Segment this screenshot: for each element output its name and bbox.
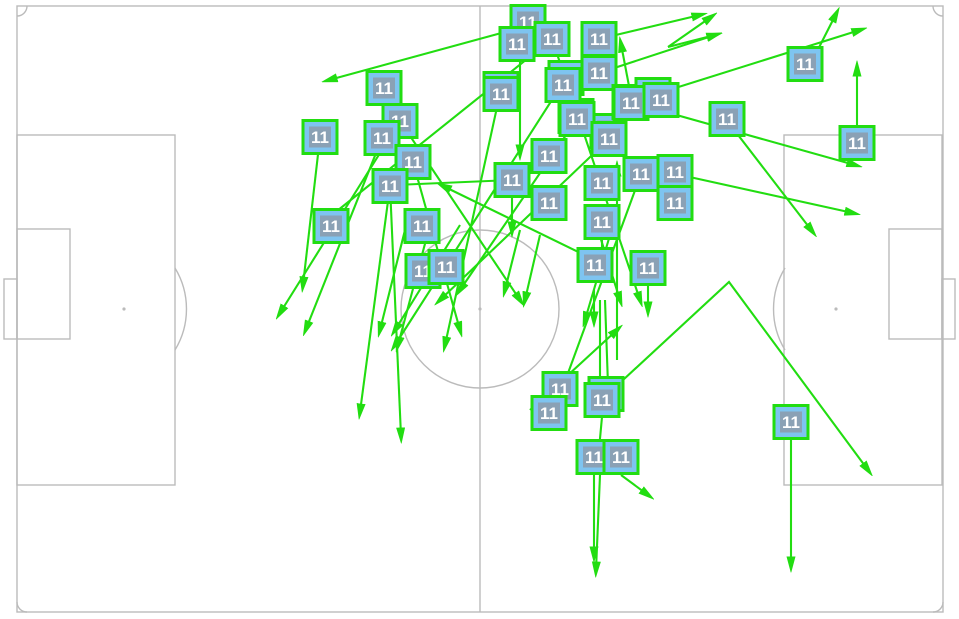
svg-text:11: 11 [373,129,391,148]
svg-text:11: 11 [585,448,603,467]
svg-text:11: 11 [632,165,650,184]
svg-text:11: 11 [652,91,670,110]
svg-text:11: 11 [322,217,340,236]
svg-text:11: 11 [593,391,611,410]
svg-text:11: 11 [718,110,736,129]
svg-text:11: 11 [492,85,510,104]
svg-text:11: 11 [311,128,329,147]
svg-text:11: 11 [590,64,608,83]
svg-text:11: 11 [622,94,640,113]
svg-text:11: 11 [586,256,604,275]
svg-text:11: 11 [590,30,608,49]
svg-text:11: 11 [666,163,684,182]
svg-text:11: 11 [782,413,800,432]
svg-text:11: 11 [543,30,561,49]
svg-text:11: 11 [503,171,521,190]
svg-text:11: 11 [568,110,586,129]
svg-text:11: 11 [437,258,455,277]
svg-text:11: 11 [612,448,630,467]
svg-text:11: 11 [508,35,526,54]
svg-text:11: 11 [554,76,572,95]
svg-text:11: 11 [593,174,611,193]
svg-text:11: 11 [666,194,684,213]
svg-text:11: 11 [540,147,558,166]
svg-text:11: 11 [413,217,431,236]
svg-text:11: 11 [796,55,814,74]
svg-text:11: 11 [540,404,558,423]
svg-text:11: 11 [375,79,393,98]
svg-text:11: 11 [593,213,611,232]
svg-text:11: 11 [540,194,558,213]
svg-text:11: 11 [639,259,657,278]
svg-text:11: 11 [848,134,866,153]
svg-text:11: 11 [600,130,618,149]
svg-text:11: 11 [381,177,399,196]
